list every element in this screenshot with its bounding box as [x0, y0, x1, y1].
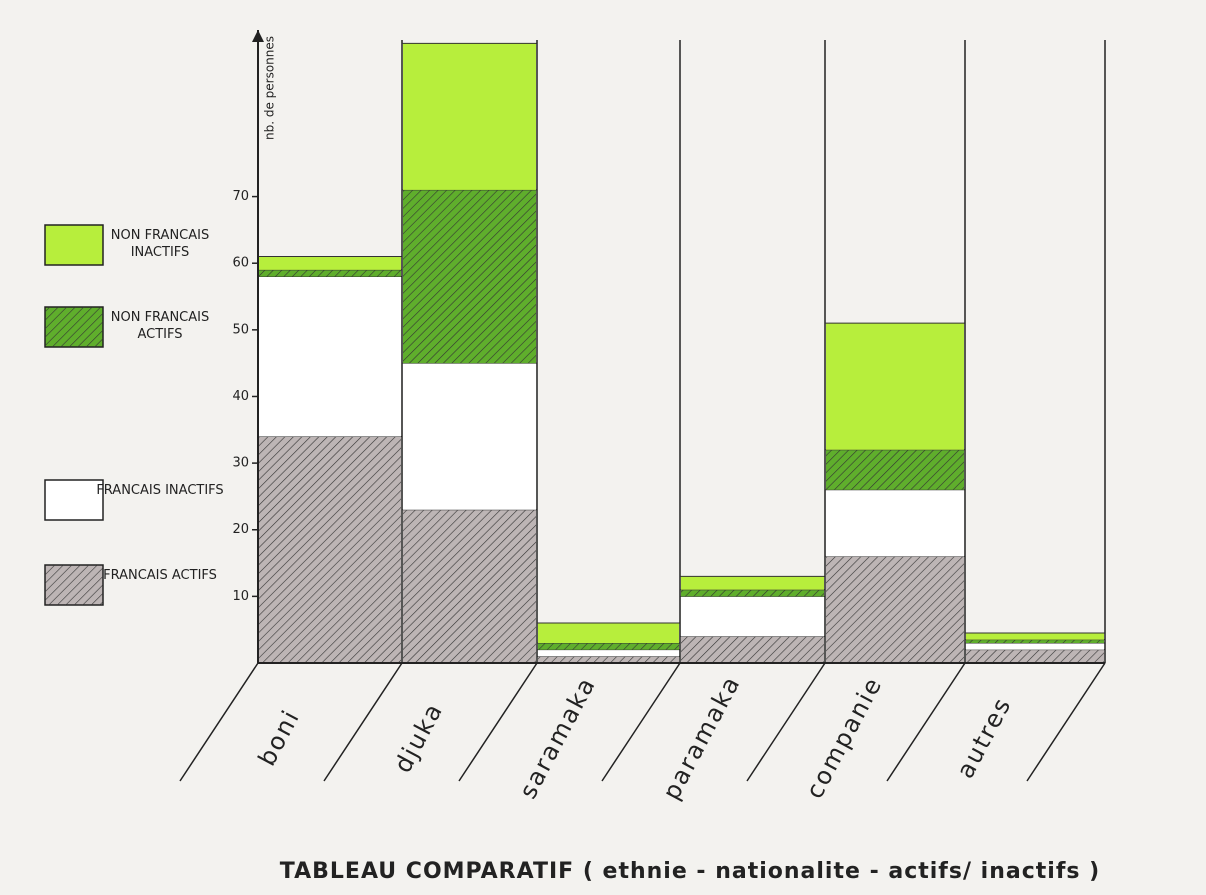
bar-segment	[681, 576, 824, 589]
bar-segment	[681, 590, 824, 597]
bar-segment	[403, 190, 536, 363]
separator	[459, 663, 537, 781]
bar-segment	[259, 270, 401, 277]
x-tick-label: companie	[800, 672, 888, 803]
bar-segment	[826, 556, 964, 663]
chart: TABLEAU COMPARATIF ( ethnie - nationalit…	[0, 0, 1206, 895]
bar-segment	[826, 323, 964, 450]
x-tick-label: djuka	[389, 698, 449, 778]
x-tick-label: saramaka	[514, 672, 602, 804]
legend-label: NON FRANCAIS INACTIFS	[90, 227, 230, 261]
y-tick-label: 50	[232, 322, 249, 337]
y-tick-label: 40	[232, 389, 249, 404]
bar-segment	[538, 643, 679, 650]
chart-title: TABLEAU COMPARATIF ( ethnie - nationalit…	[280, 859, 1100, 884]
y-tick-label: 20	[232, 522, 249, 537]
separator	[747, 663, 825, 781]
x-tick-label: boni	[253, 705, 306, 771]
separator	[602, 663, 680, 781]
bar-segment	[681, 636, 824, 663]
bar-segment	[826, 450, 964, 490]
legend-label: FRANCAIS ACTIFS	[90, 567, 230, 584]
y-tick-label: 70	[232, 189, 249, 204]
y-tick-label: 30	[232, 456, 249, 471]
bar-segment	[403, 510, 536, 663]
legend-label: FRANCAIS INACTIFS	[90, 482, 230, 499]
x-tick-label: autres	[951, 692, 1017, 783]
bar-segment	[259, 257, 401, 270]
page: TABLEAU COMPARATIF ( ethnie - nationalit…	[0, 0, 1206, 895]
bar-segment	[966, 643, 1104, 650]
bar-segment	[966, 633, 1104, 640]
bar-segment	[966, 650, 1104, 663]
bar-segment	[259, 436, 401, 663]
separator	[180, 663, 258, 781]
x-tick-label: paramaka	[657, 671, 746, 805]
separator	[1027, 663, 1105, 781]
bar-segment	[403, 363, 536, 510]
y-tick-label: 10	[232, 589, 249, 604]
separator	[887, 663, 965, 781]
bar-segment	[403, 43, 536, 190]
y-tick-label: 60	[232, 256, 249, 271]
bar-segment	[826, 490, 964, 557]
bar-segment	[259, 277, 401, 437]
bar-segment	[538, 623, 679, 643]
bar-segment	[681, 596, 824, 636]
bar-segment	[538, 650, 679, 657]
y-axis-label: nb. de personnes	[263, 36, 277, 140]
legend-label: NON FRANCAIS ACTIFS	[90, 309, 230, 343]
